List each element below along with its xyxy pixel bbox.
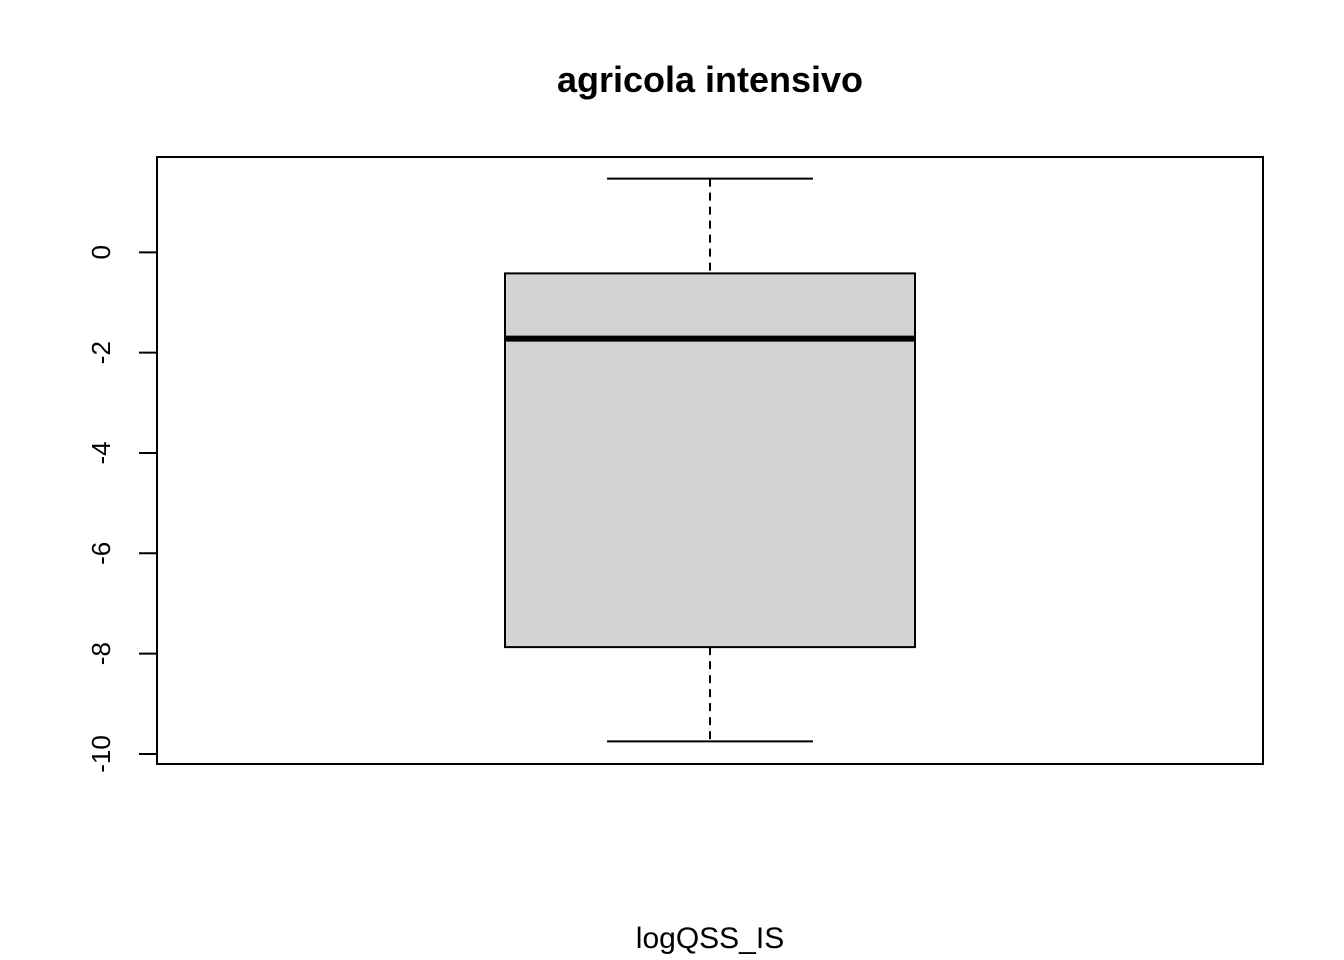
chart-title: agricola intensivo (557, 59, 863, 100)
y-tick-label: -2 (86, 341, 116, 364)
y-tick-label: -6 (86, 542, 116, 565)
x-axis-label: logQSS_IS (636, 922, 784, 955)
y-axis: 0 -2 -4 -6 -8 -10 (86, 245, 158, 773)
box-plot (504, 177, 916, 743)
interquartile-box (504, 272, 916, 649)
y-tick-label: -10 (86, 735, 116, 773)
y-tick-label: 0 (86, 245, 116, 259)
y-tick-label: -8 (86, 642, 116, 665)
y-tick-label: -4 (86, 441, 116, 464)
